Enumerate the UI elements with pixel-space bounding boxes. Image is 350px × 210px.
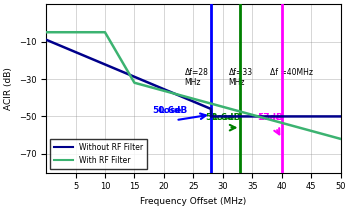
Text: Δf=33
MHz: Δf=33 MHz: [229, 68, 253, 87]
Text: 53.6dB: 53.6dB: [205, 113, 240, 122]
Y-axis label: ACIR (dB): ACIR (dB): [4, 67, 13, 110]
Text: Lose: Lose: [258, 103, 282, 122]
Text: Δf=28
MHz: Δf=28 MHz: [184, 68, 208, 87]
Text: Δf =40MHz: Δf =40MHz: [270, 68, 313, 77]
Text: Lose: Lose: [211, 103, 234, 122]
X-axis label: Frequency Offset (MHz): Frequency Offset (MHz): [140, 197, 246, 206]
Text: 57dB: 57dB: [257, 113, 283, 122]
Text: 50.6dB: 50.6dB: [152, 106, 187, 114]
Legend: Without RF Filter, With RF Filter: Without RF Filter, With RF Filter: [50, 139, 147, 169]
Text: Lose: Lose: [158, 95, 181, 114]
